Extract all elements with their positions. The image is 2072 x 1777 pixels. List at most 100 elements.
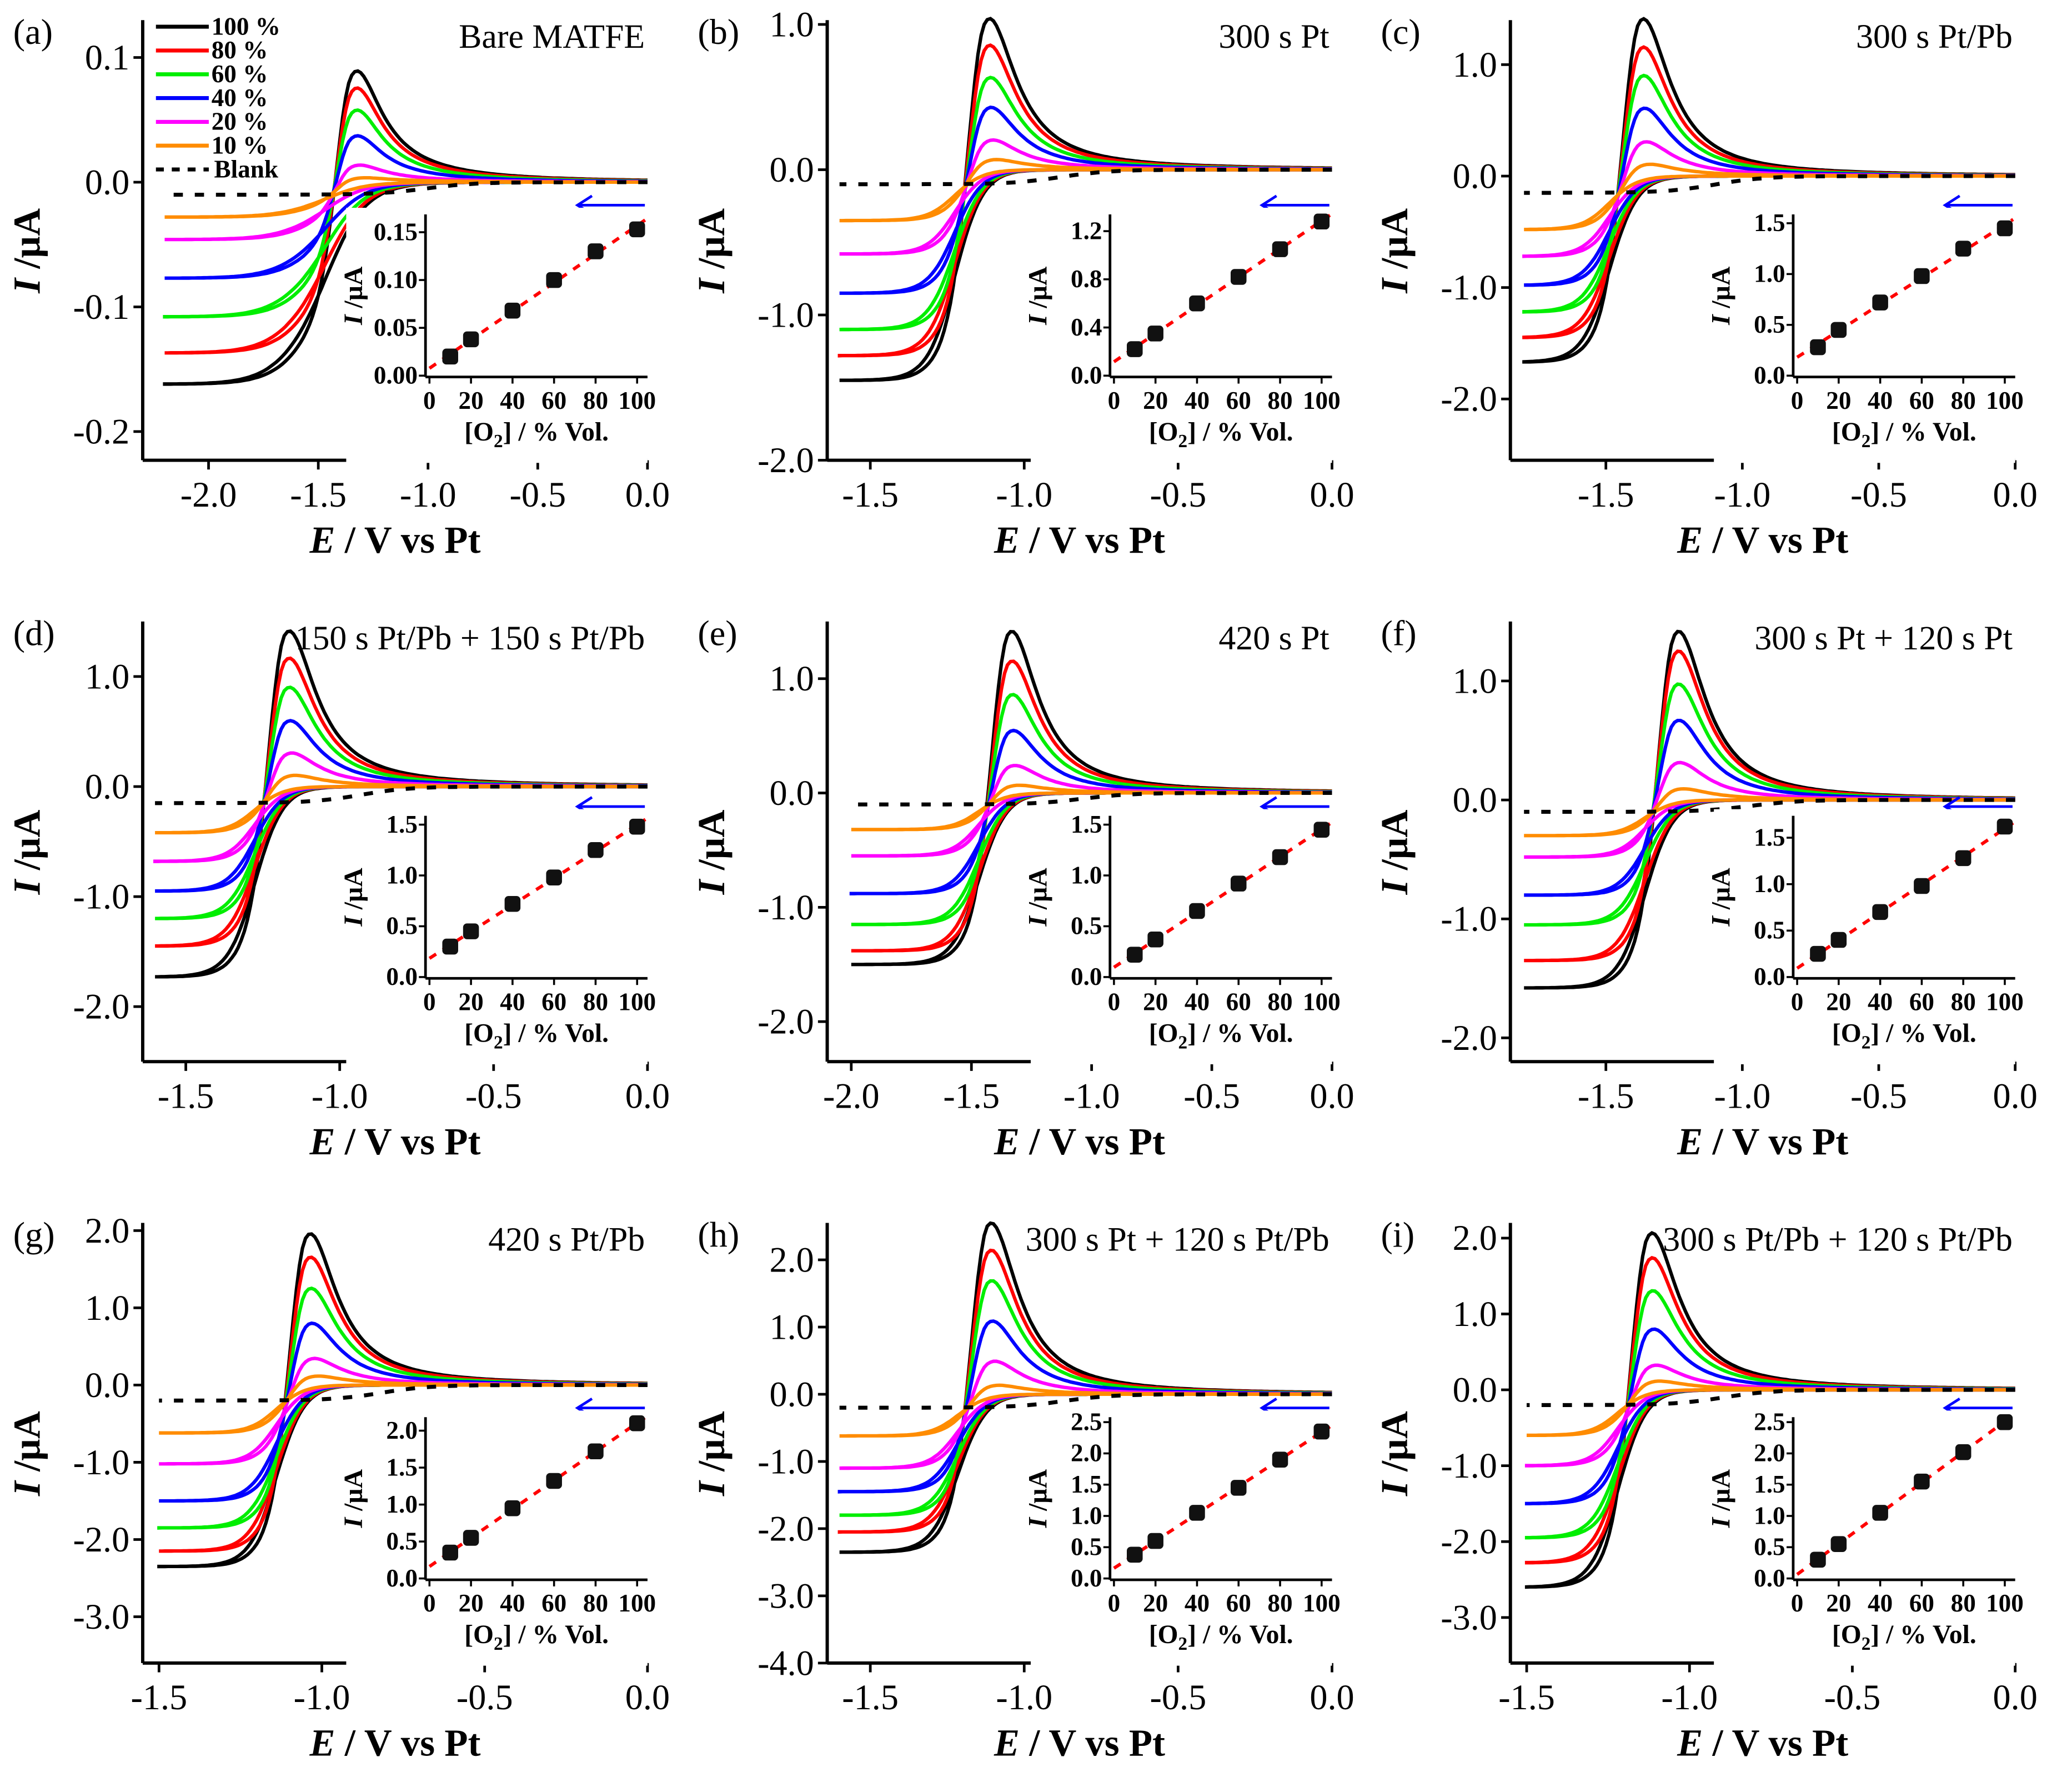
inset-y-label-var: I [339, 915, 368, 927]
y-tick-label: -1.0 [757, 295, 814, 334]
inset-data-point [1272, 241, 1288, 257]
inset-x-tick-label: 0 [423, 1589, 436, 1617]
inset-y-label-rest: /µA [1707, 266, 1736, 315]
inset-y-tick-label: 0.15 [374, 218, 418, 246]
legend-item: 60 % [212, 60, 268, 88]
y-tick-label: -2.0 [757, 441, 814, 480]
inset-data-point [1127, 1546, 1143, 1563]
inset-calibration-plot: 0 20 40 60 80 100 0.0 0.5 1.0 1.5 [O2] / % Vol. I /… [339, 809, 656, 1064]
inset-y-tick-label: 1.2 [1071, 217, 1102, 244]
x-tick-label: -1.0 [996, 1678, 1052, 1717]
y-tick-label: -1.0 [73, 1443, 130, 1482]
inset-x-tick-label: 0 [1108, 988, 1121, 1015]
inset-y-tick-label: 2.5 [1754, 1408, 1785, 1435]
y-tick-label: -2.0 [757, 1509, 814, 1548]
inset-x-tick-label: 80 [583, 1589, 608, 1617]
x-axis-label-rest: / V vs Pt [335, 1120, 480, 1163]
inset-x-label-pre: [O [1149, 1620, 1178, 1649]
inset-data-point [1872, 1505, 1888, 1521]
inset-x-tick-label: 60 [1226, 387, 1251, 414]
inset-y-tick-label: 0.5 [1754, 311, 1785, 338]
inset-data-point [442, 938, 458, 955]
y-tick-label: -1.0 [1441, 899, 1497, 939]
inset-x-tick-label: 0 [423, 387, 436, 414]
x-tick-label: 0.0 [1993, 475, 2038, 514]
x-tick-label: 0.0 [625, 1076, 670, 1115]
inset-y-tick-label: 1.0 [1754, 1501, 1785, 1529]
inset-data-point [546, 869, 562, 885]
inset-x-tick-label: 100 [1986, 1589, 2024, 1617]
x-tick-label: -1.0 [1063, 1076, 1120, 1115]
panel-c: -1.5 -1.0 -0.5 0.0 1.0 0.0 -1.0 -2.0 E / V vs Pt… [1373, 12, 2038, 561]
y-tick-label: -0.1 [73, 287, 130, 327]
inset-y-label-var: I [1707, 915, 1736, 927]
inset-x-label-sub: 2 [1862, 1032, 1871, 1053]
y-axis-label-var: I [690, 879, 733, 895]
inset-y-label-var: I [339, 314, 368, 326]
x-axis-label-rest: / V vs Pt [335, 1721, 480, 1764]
inset-y-tick-label: 1.0 [386, 1490, 417, 1518]
y-tick-label: 0.0 [85, 162, 129, 202]
inset-data-point [1230, 875, 1247, 892]
legend-item: 80 % [212, 36, 268, 64]
y-tick-label: -2.0 [757, 1002, 814, 1042]
panel-title: 300 s Pt + 120 s Pt [1754, 619, 2013, 657]
panel-title: 420 s Pt/Pb [488, 1220, 645, 1258]
panel-label: (d) [13, 614, 55, 653]
inset-data-point [1127, 947, 1143, 963]
legend: 100 %80 %60 %40 %20 %10 %Blank [155, 12, 280, 183]
y-tick-label: -4.0 [757, 1643, 814, 1683]
inset-y-tick-label: 0.0 [1754, 963, 1785, 990]
x-tick-label: -2.0 [180, 475, 237, 514]
x-tick-label: -0.5 [1150, 1678, 1207, 1717]
panel-h: -1.5 -1.0 -0.5 0.0 2.0 1.0 0.0 -1.0 -2.0 -3.0 -4.0… [690, 1215, 1354, 1764]
inset-x-tick-label: 40 [500, 1589, 525, 1617]
y-tick-label: 1.0 [769, 659, 814, 698]
inset-y-label-rest: /µA [339, 868, 368, 917]
x-tick-label: -0.5 [1150, 475, 1207, 514]
inset-x-tick-label: 0 [423, 988, 436, 1015]
x-tick-label: -0.5 [509, 475, 566, 514]
x-tick-label: -2.0 [823, 1076, 880, 1115]
inset-data-point [1955, 850, 1971, 867]
inset-linear-fit [1796, 822, 2014, 970]
cv-curve-10pct [155, 773, 648, 835]
inset-x-label-sub: 2 [494, 1032, 503, 1053]
y-axis-label: I /µA [6, 208, 48, 294]
x-tick-label: -1.0 [1714, 475, 1771, 514]
inset-y-tick-label: 1.5 [1071, 1470, 1102, 1498]
inset-x-tick-label: 100 [1303, 1589, 1341, 1617]
inset-x-tick-label: 80 [583, 988, 608, 1015]
inset-y-label-rest: /µA [1024, 868, 1053, 917]
inset-x-tick-label: 100 [1303, 988, 1341, 1015]
y-axis-label-rest: /µA [1373, 1411, 1416, 1481]
legend-item: 40 % [212, 84, 268, 112]
inset-data-point [1872, 904, 1888, 920]
inset-data-point [1189, 1505, 1205, 1521]
y-axis-label-rest: /µA [690, 809, 733, 879]
inset-x-tick-label: 100 [1986, 988, 2024, 1015]
x-tick-label: -1.0 [294, 1678, 350, 1717]
panel-d: -1.5 -1.0 -0.5 0.0 1.0 0.0 -1.0 -2.0 E / V vs Pt… [6, 614, 670, 1163]
panel-title: 300 s Pt/Pb [1856, 18, 2013, 56]
x-axis-label-var: E [1677, 1721, 1703, 1764]
y-tick-label: 0.0 [769, 773, 814, 813]
inset-y-tick-label: 1.5 [1754, 209, 1785, 237]
inset-x-axis-label: [O2] / % Vol. [1832, 418, 1976, 452]
inset-x-tick-label: 20 [1826, 1589, 1851, 1617]
x-axis-label-rest: / V vs Pt [1020, 1721, 1165, 1764]
inset-x-label-pre: [O [1832, 1620, 1862, 1649]
y-axis-label: I /µA [690, 1411, 733, 1496]
x-tick-label: 0.0 [1993, 1678, 2038, 1717]
inset-data-point [1914, 878, 1930, 894]
x-axis-label: E / V vs Pt [309, 519, 480, 561]
cv-curve-10pct [839, 1383, 1332, 1438]
inset-x-tick-label: 40 [1185, 988, 1210, 1015]
inset-data-point [1914, 268, 1930, 284]
x-tick-label: -0.5 [456, 1678, 513, 1717]
inset-x-label-pre: [O [464, 1620, 494, 1649]
inset-linear-fit [428, 1415, 646, 1568]
inset-x-label-post: ] / % Vol. [503, 1019, 609, 1048]
y-tick-label: 0.0 [1453, 780, 1497, 819]
inset-y-tick-label: 0.10 [374, 266, 418, 293]
